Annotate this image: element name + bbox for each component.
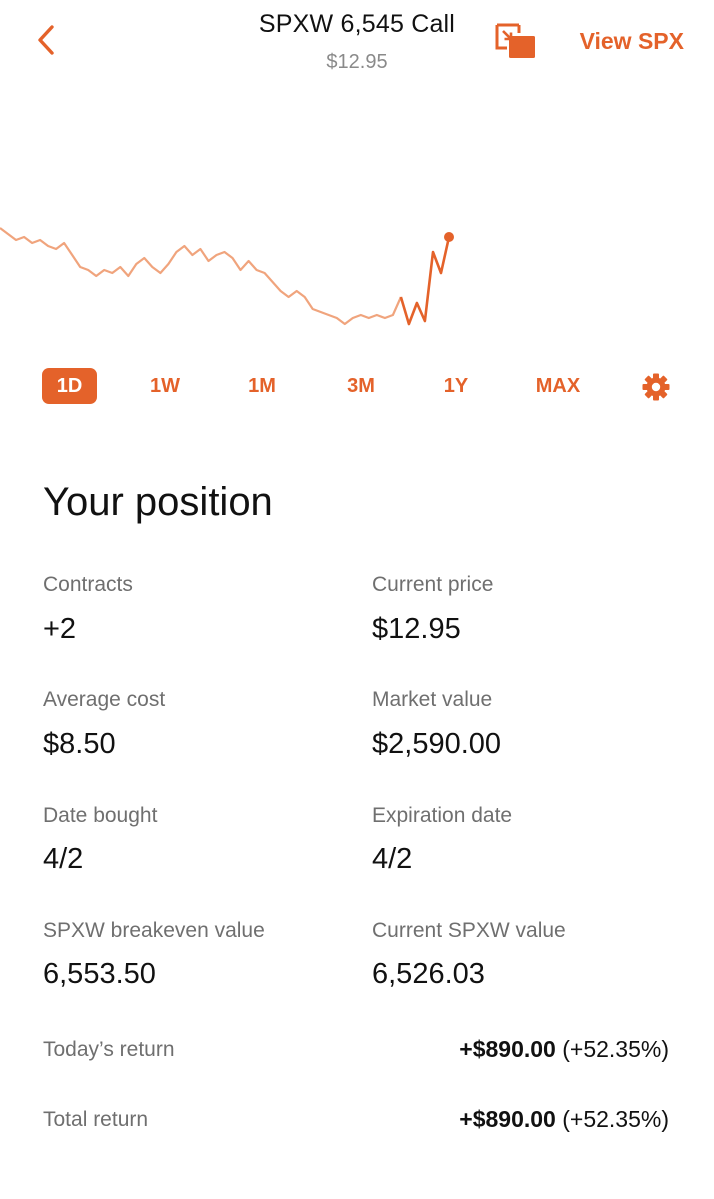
total-return-label: Total return [43, 1108, 149, 1131]
range-1w-button[interactable]: 1W [150, 375, 180, 397]
range-1m-button[interactable]: 1M [248, 375, 276, 397]
price-line-past [0, 227, 402, 326]
current-price-value: $12.95 [372, 613, 461, 645]
breakeven-value-value: 6,553.50 [43, 958, 156, 990]
picture-in-picture-button[interactable] [494, 22, 538, 62]
breakeven-value-label: SPXW breakeven value [43, 919, 265, 942]
header: SPXW 6,545 Call $12.95 View SPX [0, 0, 714, 90]
range-1d-button[interactable]: 1D [42, 368, 97, 404]
todays-return-percent: (+52.35%) [562, 1036, 669, 1062]
price-chart [0, 180, 714, 350]
price-chart-svg [0, 227, 454, 326]
current-price-label: Current price [372, 573, 494, 596]
range-max-button[interactable]: MAX [535, 375, 581, 397]
market-value-value: $2,590.00 [372, 728, 502, 760]
contracts-value: +2 [43, 613, 77, 645]
range-1y-button[interactable]: 1Y [443, 375, 469, 397]
todays-return-value: +$890.00 (+52.35%) [459, 1036, 669, 1063]
price-line-recent [399, 236, 451, 326]
current-spxw-value-label: Current SPXW value [372, 919, 566, 942]
todays-return-label: Today’s return [43, 1038, 175, 1061]
picture-in-picture-icon [495, 23, 535, 58]
average-cost-label: Average cost [43, 688, 166, 711]
expiration-date-value: 4/2 [372, 843, 413, 875]
time-range-selector: 1D 1W 1M 3M 1Y MAX [0, 366, 714, 406]
chart-settings-button[interactable] [641, 372, 671, 402]
view-spx-link[interactable]: View SPX [579, 28, 684, 54]
contracts-label: Contracts [43, 573, 133, 596]
total-return-value: +$890.00 (+52.35%) [459, 1106, 669, 1133]
gear-icon [642, 373, 670, 401]
total-return-amount: +$890.00 [459, 1106, 556, 1132]
range-3m-button[interactable]: 3M [347, 375, 375, 397]
current-price-dot [444, 232, 454, 242]
todays-return-amount: +$890.00 [459, 1036, 556, 1062]
market-value-label: Market value [372, 688, 493, 711]
total-return-percent: (+52.35%) [562, 1106, 669, 1132]
back-button[interactable] [30, 22, 66, 58]
average-cost-value: $8.50 [43, 728, 116, 760]
date-bought-label: Date bought [43, 804, 158, 827]
expiration-date-label: Expiration date [372, 804, 513, 827]
chevron-left-icon [38, 25, 54, 55]
current-spxw-value-value: 6,526.03 [372, 958, 485, 990]
date-bought-value: 4/2 [43, 843, 84, 875]
position-section-title: Your position [43, 480, 273, 524]
